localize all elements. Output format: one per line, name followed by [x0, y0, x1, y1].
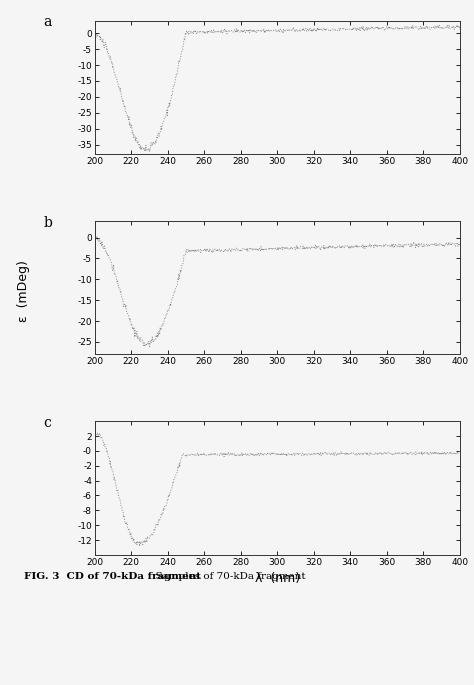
Text: FIG. 3  CD of 70-kDa fragment: FIG. 3 CD of 70-kDa fragment — [24, 572, 201, 581]
Text: ε  (mDeg): ε (mDeg) — [17, 260, 30, 322]
X-axis label: λ  (nm): λ (nm) — [255, 572, 300, 585]
Text: c: c — [44, 416, 52, 430]
Text: a: a — [44, 15, 52, 29]
Text: Samples of 70-kDa fragment: Samples of 70-kDa fragment — [149, 572, 306, 581]
Text: b: b — [44, 216, 53, 229]
